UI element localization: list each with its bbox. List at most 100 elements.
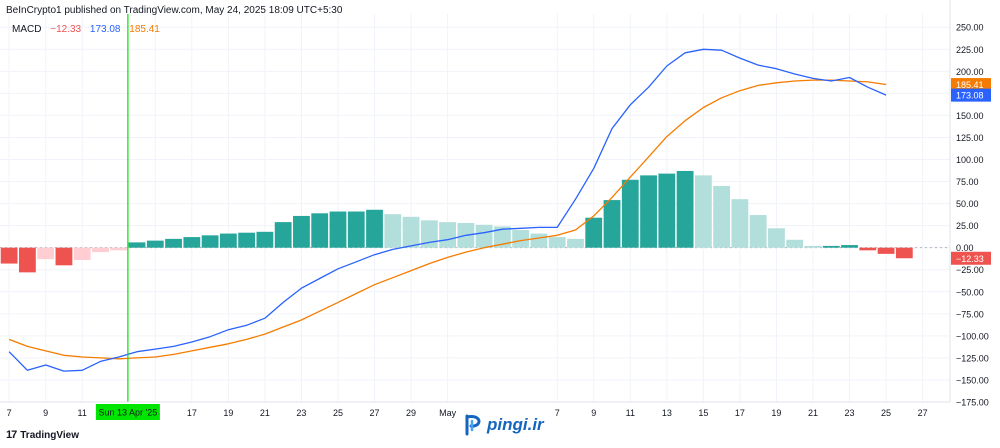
histogram-bar [895,247,913,259]
x-tick-label: 9 [43,408,48,418]
histogram-bar [621,179,639,248]
indicator-legend[interactable]: MACD −12.33 173.08 185.41 [12,24,166,35]
x-tick-label: 17 [187,408,197,418]
histogram-bar [494,226,511,248]
histogram-bar [293,215,310,248]
histogram-bar [19,247,36,273]
histogram-bar [749,215,767,248]
histogram-bar [804,245,822,248]
highlight-date-box [95,404,160,420]
y-tick-label: 0.00 [956,243,974,253]
x-tick-label: 21 [260,408,270,418]
histogram-bar [603,200,621,248]
histogram-bar [786,239,804,248]
pingi-logo-icon [465,414,481,436]
macd-price-tag-text: 173.08 [956,91,984,101]
y-tick-label: −125.00 [956,353,989,363]
y-tick-label: 250.00 [956,23,984,33]
histogram-bar [384,214,402,248]
histogram-bar [311,213,329,248]
histogram-bar [92,247,109,253]
histogram [0,170,913,273]
histogram-bar [256,231,274,248]
legend-name: MACD [12,24,42,35]
x-tick-label: 25 [333,408,343,418]
x-tick-label: 23 [845,408,855,418]
x-tick-label: 27 [370,408,380,418]
y-tick-label: 25.00 [956,221,979,231]
y-tick-label: −25.00 [956,265,984,275]
histogram-bar [877,247,895,254]
x-tick-label: 9 [591,408,596,418]
legend-macd-value: 173.08 [89,24,121,35]
y-tick-label: 50.00 [956,199,979,209]
histogram-bar [329,211,347,248]
histogram-bar [567,238,584,248]
y-tick-label: −75.00 [956,309,984,319]
histogram-bar [731,199,749,248]
histogram-bar [183,237,201,248]
histogram-bar [420,220,438,248]
lines [8,48,887,372]
histogram-bar [37,247,55,260]
x-tick-label: 27 [918,408,928,418]
histogram-bar [402,216,420,248]
histogram-bar [548,237,566,248]
histogram-bar [658,173,676,248]
x-tick-label: 19 [223,408,233,418]
histogram-bar [841,245,858,248]
histogram-bar [165,238,182,248]
histogram-bar [146,240,164,248]
x-tick-label: 13 [662,408,672,418]
y-tick-label: −100.00 [956,331,989,341]
y-tick-label: 75.00 [956,177,979,187]
histogram-bar [219,233,237,248]
x-tick-label: 7 [7,408,12,418]
histogram-bar [347,211,365,248]
x-tick-label: 15 [698,408,708,418]
y-tick-label: 125.00 [956,133,984,143]
signal-price-tag-box [951,78,991,92]
histogram-bar [110,247,128,251]
histogram-bar [676,170,694,248]
signal-price-tag: 185.41 [951,78,991,92]
y-tick-label: −150.00 [956,375,989,385]
histogram-bar [530,233,548,248]
tradingview-logo[interactable]: 17 TradingView [6,429,79,441]
signal-line [8,79,887,360]
y-tick-label: 150.00 [956,111,984,121]
watermark-text: pingi.ir [487,415,544,434]
y-tick-label: 100.00 [956,155,984,165]
histogram-bar [238,232,256,248]
histogram-price-tag: −12.33 [951,251,991,265]
axes: 250.00225.00200.00175.00150.00125.00100.… [0,0,991,420]
histogram-bar [694,175,712,248]
publisher-line: BeInCrypto1 published on TradingView.com… [6,5,343,16]
histogram-bar [201,235,219,248]
x-tick-label: 29 [406,408,416,418]
x-tick-label: 25 [881,408,891,418]
highlight-date-text: Sun 13 Apr '25 [99,408,158,418]
y-tick-label: 225.00 [956,45,984,55]
macd-price-tag: 173.08 [951,88,991,102]
histogram-price-tag-box [951,251,991,265]
histogram-bar [475,224,493,248]
legend-signal-value: 185.41 [129,24,160,35]
tradingview-mark-icon: 17 [6,429,17,441]
x-tick-label: 17 [735,408,745,418]
histogram-bar [585,217,603,248]
histogram-bar [822,245,840,248]
tradingview-logo-text: TradingView [20,429,79,441]
watermark: pingi.ir [463,414,544,436]
y-tick-label: 200.00 [956,67,984,77]
legend-histogram-value: −12.33 [50,24,82,35]
x-tick-label: 11 [626,408,635,418]
histogram-bar [640,175,657,248]
x-tick-label: May [439,408,457,418]
macd-line [8,48,887,372]
x-tick-label: 11 [78,408,87,418]
histogram-price-tag-text: −12.33 [956,254,984,264]
x-tick-label: 19 [771,408,781,418]
x-tick-label: 7 [555,408,560,418]
